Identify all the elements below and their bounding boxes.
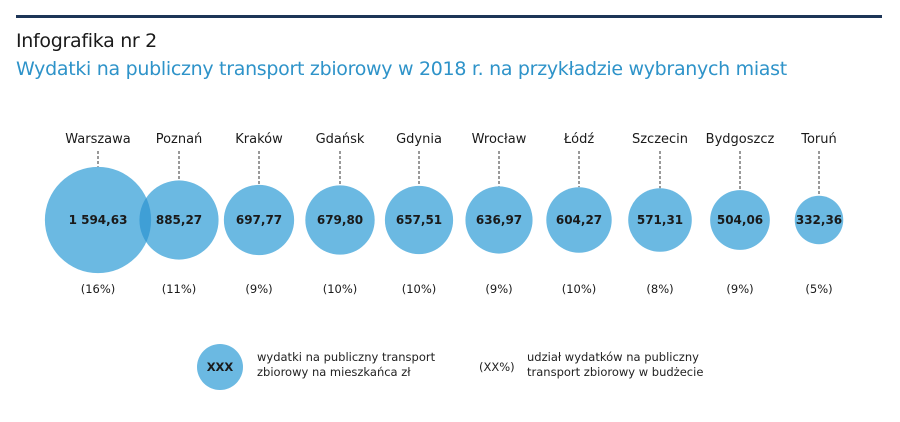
share-label: (8%) bbox=[646, 282, 673, 296]
bubble bbox=[139, 180, 219, 260]
legend-bubble-desc: wydatki na publiczny transport zbiorowy … bbox=[257, 350, 435, 380]
value-label: 679,80 bbox=[317, 213, 363, 227]
legend-share-text: (XX%) bbox=[479, 360, 515, 374]
share-label: (16%) bbox=[81, 282, 116, 296]
city-label: Bydgoszcz bbox=[706, 132, 775, 147]
value-label: 885,27 bbox=[156, 213, 202, 227]
value-label: 571,31 bbox=[637, 213, 683, 227]
share-label: (9%) bbox=[245, 282, 272, 296]
city-label: Szczecin bbox=[632, 132, 688, 147]
bubble bbox=[384, 185, 454, 255]
legend-bubble-desc-line1: wydatki na publiczny transport bbox=[257, 350, 436, 364]
share-label: (5%) bbox=[805, 282, 832, 296]
share-label: (9%) bbox=[485, 282, 512, 296]
value-label: 504,06 bbox=[717, 213, 763, 227]
top-rule bbox=[16, 15, 882, 18]
city-label: Łódź bbox=[563, 132, 595, 147]
bubble bbox=[546, 187, 612, 253]
value-label: 332,36 bbox=[796, 213, 842, 227]
city-label: Kraków bbox=[235, 132, 283, 147]
value-label: 697,77 bbox=[236, 213, 282, 227]
infographic-subtitle: Wydatki na publiczny transport zbiorowy … bbox=[16, 58, 787, 80]
city-label: Wrocław bbox=[472, 132, 527, 147]
infographic-title: Infografika nr 2 bbox=[16, 30, 157, 52]
bubble bbox=[305, 185, 375, 255]
value-label: 604,27 bbox=[556, 213, 602, 227]
bubble bbox=[465, 186, 533, 254]
city-label: Poznań bbox=[156, 132, 203, 147]
city-label: Warszawa bbox=[65, 132, 131, 147]
bubble bbox=[223, 184, 295, 256]
bubble bbox=[44, 166, 152, 274]
value-label: 657,51 bbox=[396, 213, 442, 227]
city-label: Toruń bbox=[800, 132, 837, 147]
city-label: Gdynia bbox=[396, 132, 442, 147]
bubble bbox=[628, 188, 692, 252]
city-label: Gdańsk bbox=[316, 132, 365, 147]
value-label: 636,97 bbox=[476, 213, 522, 227]
bubble bbox=[794, 195, 844, 245]
share-label: (10%) bbox=[402, 282, 437, 296]
legend-bubble-desc-line2: zbiorowy na mieszkańca zł bbox=[257, 365, 411, 379]
share-label: (10%) bbox=[562, 282, 597, 296]
share-label: (9%) bbox=[726, 282, 753, 296]
share-label: (11%) bbox=[162, 282, 197, 296]
share-label: (10%) bbox=[323, 282, 358, 296]
legend-share-desc-line1: udział wydatków na publiczny bbox=[527, 350, 699, 364]
value-label: 1 594,63 bbox=[69, 213, 128, 227]
legend-share-desc: udział wydatków na publiczny transport z… bbox=[527, 350, 703, 380]
legend-share-desc-line2: transport zbiorowy w budżecie bbox=[527, 365, 704, 379]
bubble bbox=[710, 190, 770, 250]
